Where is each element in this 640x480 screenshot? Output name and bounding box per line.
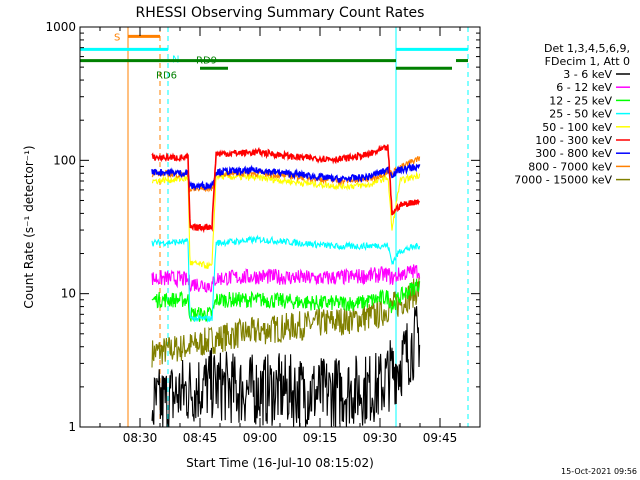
y-tick-label: 1: [68, 420, 76, 434]
legend-label-b5: 50 - 100 keV: [542, 121, 612, 134]
legend-header-2: FDecim 1, Att 0: [545, 55, 630, 68]
y-axis-label: Count Rate (s⁻¹ detector⁻¹): [22, 145, 36, 308]
vertical-marker-lines: [79, 27, 469, 427]
flag-bars: SNRD9RD6: [80, 32, 468, 81]
legend-header-1: Det 1,3,4,5,6,9,: [544, 42, 630, 55]
series-line-b9: [151, 276, 421, 368]
series-layer: [151, 144, 421, 428]
y-tick-label: 1000: [45, 20, 76, 34]
series-line-b7: [151, 162, 421, 191]
legend-label-b3: 12 - 25 keV: [549, 94, 612, 107]
x-tick-label: 08:45: [183, 431, 218, 445]
legend: Det 1,3,4,5,6,9, FDecim 1, Att 0 3 - 6 k…: [514, 42, 630, 187]
chart-title: RHESSI Observing Summary Count Rates: [136, 5, 425, 21]
series-line-b3: [151, 278, 421, 322]
legend-label-b6: 100 - 300 keV: [535, 134, 612, 147]
flag-label-rd6: RD6: [156, 70, 177, 81]
x-tick-label: 09:45: [423, 431, 458, 445]
x-tick-label: 09:15: [303, 431, 338, 445]
x-tick-label: 09:00: [243, 431, 278, 445]
x-axis-label: Start Time (16-Jul-10 08:15:02): [186, 456, 374, 470]
x-tick-label: 08:30: [123, 431, 158, 445]
legend-label-b7: 300 - 800 keV: [535, 147, 612, 160]
series-line-b4: [151, 234, 421, 323]
legend-label-b2: 6 - 12 keV: [556, 81, 612, 94]
legend-label-b8: 800 - 7000 keV: [528, 160, 612, 173]
legend-label-b1: 3 - 6 keV: [563, 68, 612, 81]
legend-label-b4: 25 - 50 keV: [549, 108, 612, 121]
y-tick-label: 10: [61, 287, 76, 301]
series-line-b1: [151, 306, 421, 428]
flag-label-s: S: [114, 32, 120, 43]
flag-label-rd9: RD9: [196, 56, 217, 67]
series-line-b6: [151, 144, 420, 234]
series-line-b2: [151, 264, 421, 293]
footer-timestamp: 15-Oct-2021 09:56: [561, 467, 637, 476]
y-tick-label: 100: [53, 153, 76, 167]
x-tick-label: 09:30: [363, 431, 398, 445]
legend-label-b9: 7000 - 15000 keV: [514, 174, 612, 187]
axes: 1 10 100 1000 08:30 08:45 09:00 09:15 09:30 09:45: [45, 20, 481, 445]
